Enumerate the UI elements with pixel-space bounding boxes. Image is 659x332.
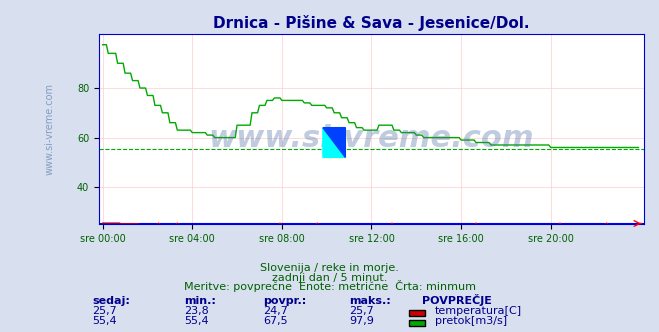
Polygon shape xyxy=(323,128,345,157)
Text: 23,8: 23,8 xyxy=(185,306,210,316)
Text: temperatura[C]: temperatura[C] xyxy=(435,306,522,316)
Text: 25,7: 25,7 xyxy=(92,306,117,316)
Text: Slovenija / reke in morje.: Slovenija / reke in morje. xyxy=(260,263,399,273)
Text: Meritve: povprečne  Enote: metrične  Črta: minmum: Meritve: povprečne Enote: metrične Črta:… xyxy=(183,281,476,292)
Text: 55,4: 55,4 xyxy=(92,316,117,326)
Text: 25,7: 25,7 xyxy=(349,306,374,316)
Title: Drnica - Pišine & Sava - Jesenice/Dol.: Drnica - Pišine & Sava - Jesenice/Dol. xyxy=(214,15,530,31)
Polygon shape xyxy=(323,128,345,157)
Text: zadnji dan / 5 minut.: zadnji dan / 5 minut. xyxy=(272,273,387,283)
Text: pretok[m3/s]: pretok[m3/s] xyxy=(435,316,507,326)
Text: 97,9: 97,9 xyxy=(349,316,374,326)
Text: 24,7: 24,7 xyxy=(264,306,289,316)
Text: www.si-vreme.com: www.si-vreme.com xyxy=(45,83,55,175)
Text: maks.:: maks.: xyxy=(349,296,391,306)
Text: POVPREČJE: POVPREČJE xyxy=(422,294,492,306)
Text: 67,5: 67,5 xyxy=(264,316,288,326)
Text: 55,4: 55,4 xyxy=(185,316,209,326)
Text: povpr.:: povpr.: xyxy=(264,296,307,306)
Text: min.:: min.: xyxy=(185,296,216,306)
Text: sedaj:: sedaj: xyxy=(92,296,130,306)
Text: www.si-vreme.com: www.si-vreme.com xyxy=(209,124,534,153)
Polygon shape xyxy=(323,128,345,157)
